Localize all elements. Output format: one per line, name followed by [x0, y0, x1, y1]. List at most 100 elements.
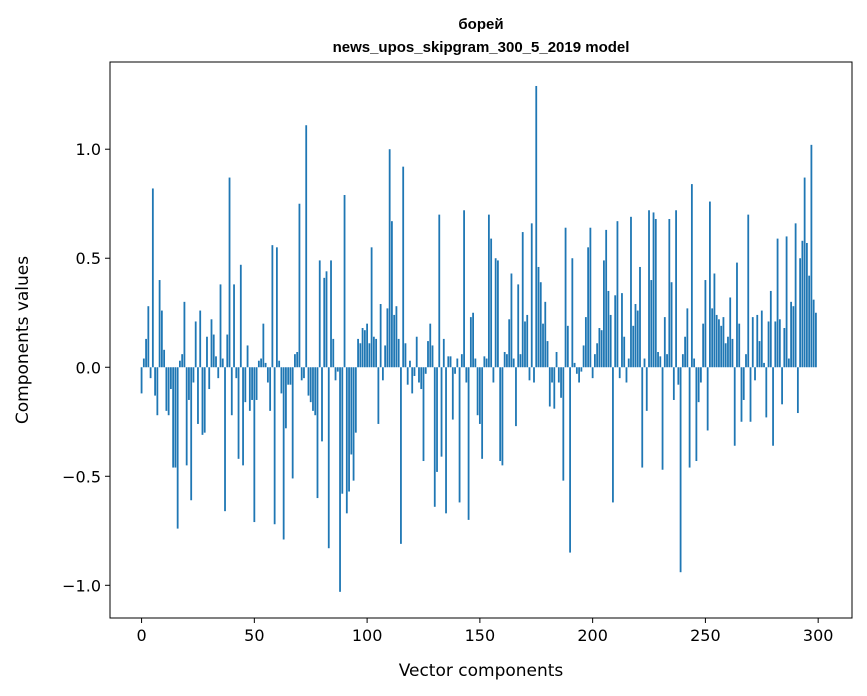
bar	[767, 321, 770, 368]
bar	[404, 343, 407, 368]
bar	[801, 240, 804, 368]
bar	[449, 356, 452, 368]
bar	[564, 227, 567, 368]
bar	[280, 367, 283, 394]
bar	[625, 367, 628, 383]
bar	[544, 301, 547, 368]
bar	[760, 310, 763, 368]
bar	[609, 314, 612, 368]
bar	[485, 358, 488, 368]
bar	[336, 367, 339, 372]
bar	[521, 232, 524, 368]
bar	[393, 314, 396, 368]
bar	[269, 367, 272, 411]
bar	[424, 367, 427, 374]
bar	[350, 367, 353, 455]
bar	[230, 367, 233, 416]
bar	[341, 367, 344, 494]
bar	[287, 367, 290, 385]
bar	[503, 351, 506, 368]
bar	[172, 367, 175, 468]
bar	[307, 367, 310, 396]
bar	[679, 367, 682, 573]
bar	[571, 258, 574, 368]
bar	[296, 351, 299, 368]
bar	[318, 260, 321, 368]
bar	[742, 367, 745, 400]
bar	[553, 367, 556, 409]
bar	[260, 358, 262, 368]
bar	[623, 336, 626, 368]
bar	[589, 227, 592, 368]
bar	[713, 273, 716, 368]
bar	[772, 367, 774, 446]
bar	[219, 284, 222, 368]
bar	[456, 358, 459, 368]
bar	[720, 325, 723, 368]
bar	[808, 275, 811, 368]
bar	[803, 177, 806, 368]
bar	[386, 308, 389, 368]
bar	[569, 367, 571, 553]
bar	[197, 367, 199, 424]
x-axis-label: Vector components	[399, 661, 564, 681]
bar	[765, 367, 768, 418]
bar	[600, 330, 603, 368]
bar	[208, 367, 211, 390]
bar	[363, 330, 366, 368]
bar	[494, 258, 497, 368]
y-tick-label: 1.0	[76, 140, 101, 159]
bar	[300, 367, 303, 381]
bar	[194, 321, 197, 368]
bar	[305, 125, 308, 368]
bar	[758, 341, 761, 368]
bar	[621, 293, 623, 368]
bar	[751, 317, 754, 368]
bar	[142, 358, 145, 368]
bar	[460, 354, 463, 368]
bar	[560, 367, 562, 398]
bar	[352, 367, 355, 481]
bar	[237, 367, 240, 459]
bar	[165, 367, 168, 411]
bar	[643, 358, 646, 368]
bar	[508, 319, 511, 368]
bar	[427, 341, 429, 368]
bar	[321, 367, 323, 442]
bar	[174, 367, 177, 468]
bar	[316, 367, 319, 499]
bar	[546, 341, 549, 368]
bar	[467, 367, 470, 520]
bar	[781, 367, 783, 405]
bar	[539, 282, 542, 368]
bar	[185, 367, 188, 466]
bar	[745, 354, 747, 368]
bar	[774, 321, 777, 368]
bar	[686, 308, 689, 368]
bar	[815, 312, 817, 368]
bar	[451, 367, 454, 420]
bar	[282, 367, 285, 540]
bar	[681, 354, 684, 368]
x-tick-label: 300	[803, 626, 834, 645]
bar	[709, 201, 711, 368]
bar	[548, 367, 551, 407]
bar	[345, 367, 348, 514]
bar	[420, 367, 423, 390]
bar	[684, 336, 686, 368]
bar	[731, 338, 734, 368]
bar	[573, 362, 576, 368]
bar	[481, 367, 484, 459]
bar	[400, 367, 402, 544]
bar	[415, 336, 418, 368]
bar	[409, 360, 411, 368]
bar	[506, 354, 508, 368]
bar	[278, 360, 281, 368]
bar	[792, 306, 795, 368]
bar	[469, 317, 472, 368]
bar	[704, 280, 707, 368]
bar	[783, 328, 786, 368]
bar	[749, 367, 752, 422]
bar-series	[140, 85, 817, 592]
